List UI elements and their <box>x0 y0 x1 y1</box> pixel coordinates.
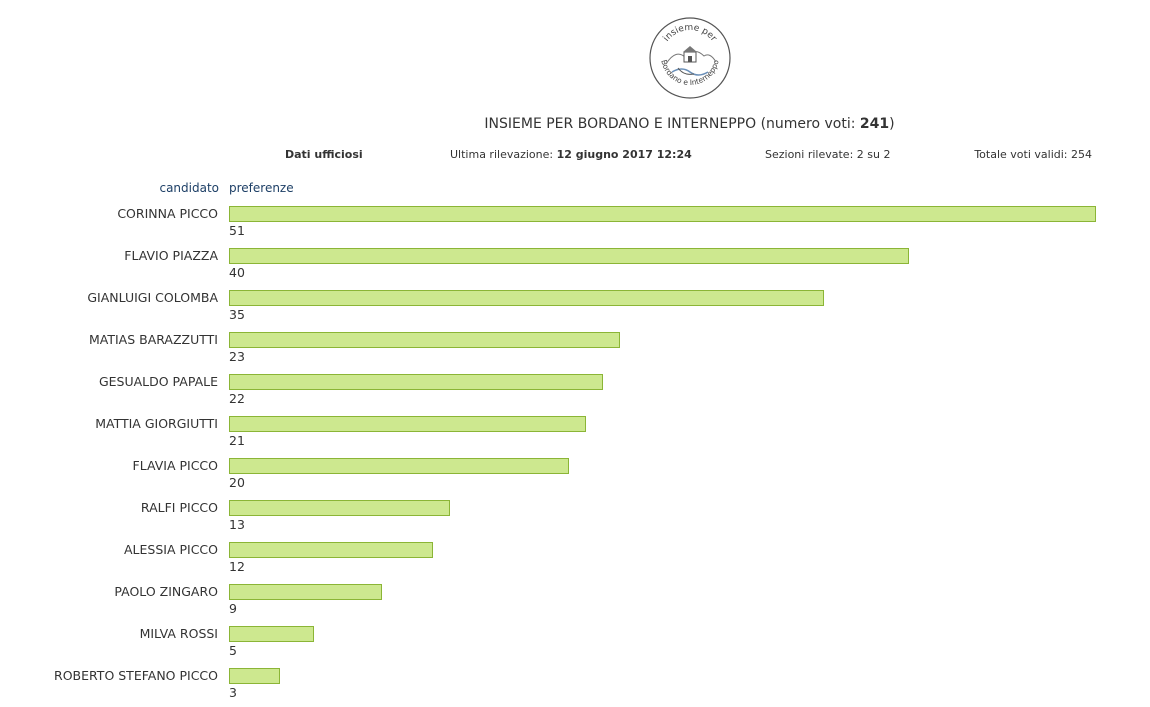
preference-value-label: 23 <box>229 349 245 364</box>
preference-value-label: 13 <box>229 517 245 532</box>
candidate-name: FLAVIA PICCO <box>133 458 219 473</box>
preference-value-label: 12 <box>229 559 245 574</box>
last-update-value: 12 giugno 2017 12:24 <box>556 148 692 161</box>
candidate-name: MILVA ROSSI <box>140 626 218 641</box>
candidate-name: FLAVIO PIAZZA <box>124 248 218 263</box>
preference-value-label: 20 <box>229 475 245 490</box>
official-data-label: Dati ufficiosi <box>285 148 363 161</box>
preference-value-label: 40 <box>229 265 245 280</box>
last-update-label: Ultima rilevazione: <box>450 148 557 161</box>
title-suffix: ) <box>889 116 895 132</box>
preferences-bar-chart: CORINNA PICCO 51 FLAVIO PIAZZA 40 GIANLUIGI … <box>54 206 1096 700</box>
preference-value-label: 5 <box>229 643 237 658</box>
candidate-name: GIANLUIGI COLOMBA <box>87 290 218 305</box>
candidate-name: ROBERTO STEFANO PICCO <box>54 668 218 683</box>
preference-bar <box>229 584 382 600</box>
title-text: INSIEME PER BORDANO E INTERNEPPO (numero… <box>484 116 860 132</box>
preference-value-label: 3 <box>229 685 237 700</box>
sections-detected: Sezioni rilevate: 2 su 2 <box>765 148 891 161</box>
candidate-name: CORINNA PICCO <box>117 206 218 221</box>
candidate-name: MATTIA GIORGIUTTI <box>95 416 218 431</box>
candidate-name: ALESSIA PICCO <box>124 542 218 557</box>
vote-count: 241 <box>859 116 890 132</box>
preference-bar <box>229 542 433 558</box>
preference-bar <box>229 290 824 306</box>
total-valid-votes: Totale voti validi: 254 <box>974 148 1092 161</box>
candidate-name: MATIAS BARAZZUTTI <box>89 332 218 347</box>
preference-bar <box>229 416 586 432</box>
preference-bar <box>229 374 603 390</box>
preference-bar <box>229 458 569 474</box>
preference-value-label: 35 <box>229 307 245 322</box>
preference-value-label: 9 <box>229 601 237 616</box>
preference-bar <box>229 206 1096 222</box>
candidate-name: PAOLO ZINGARO <box>114 584 218 599</box>
column-header-preferences: preferenze <box>229 181 294 195</box>
logo: insieme per Bordano e Interneppo <box>648 16 732 100</box>
candidate-name: GESUALDO PAPALE <box>99 374 218 389</box>
candidate-name: RALFI PICCO <box>141 500 218 515</box>
logo-icon: insieme per Bordano e Interneppo <box>649 17 731 99</box>
page-title: INSIEME PER BORDANO E INTERNEPPO (numero… <box>229 116 1150 132</box>
column-header-candidate: candidato <box>159 181 219 195</box>
last-update: Ultima rilevazione: 12 giugno 2017 12:24 <box>450 148 692 161</box>
preference-bar <box>229 332 620 348</box>
preference-bar <box>229 668 280 684</box>
preference-value-label: 22 <box>229 391 245 406</box>
preference-bar <box>229 626 314 642</box>
preference-bar <box>229 248 909 264</box>
preference-value-label: 51 <box>229 223 245 238</box>
preference-value-label: 21 <box>229 433 245 448</box>
preference-bar <box>229 500 450 516</box>
